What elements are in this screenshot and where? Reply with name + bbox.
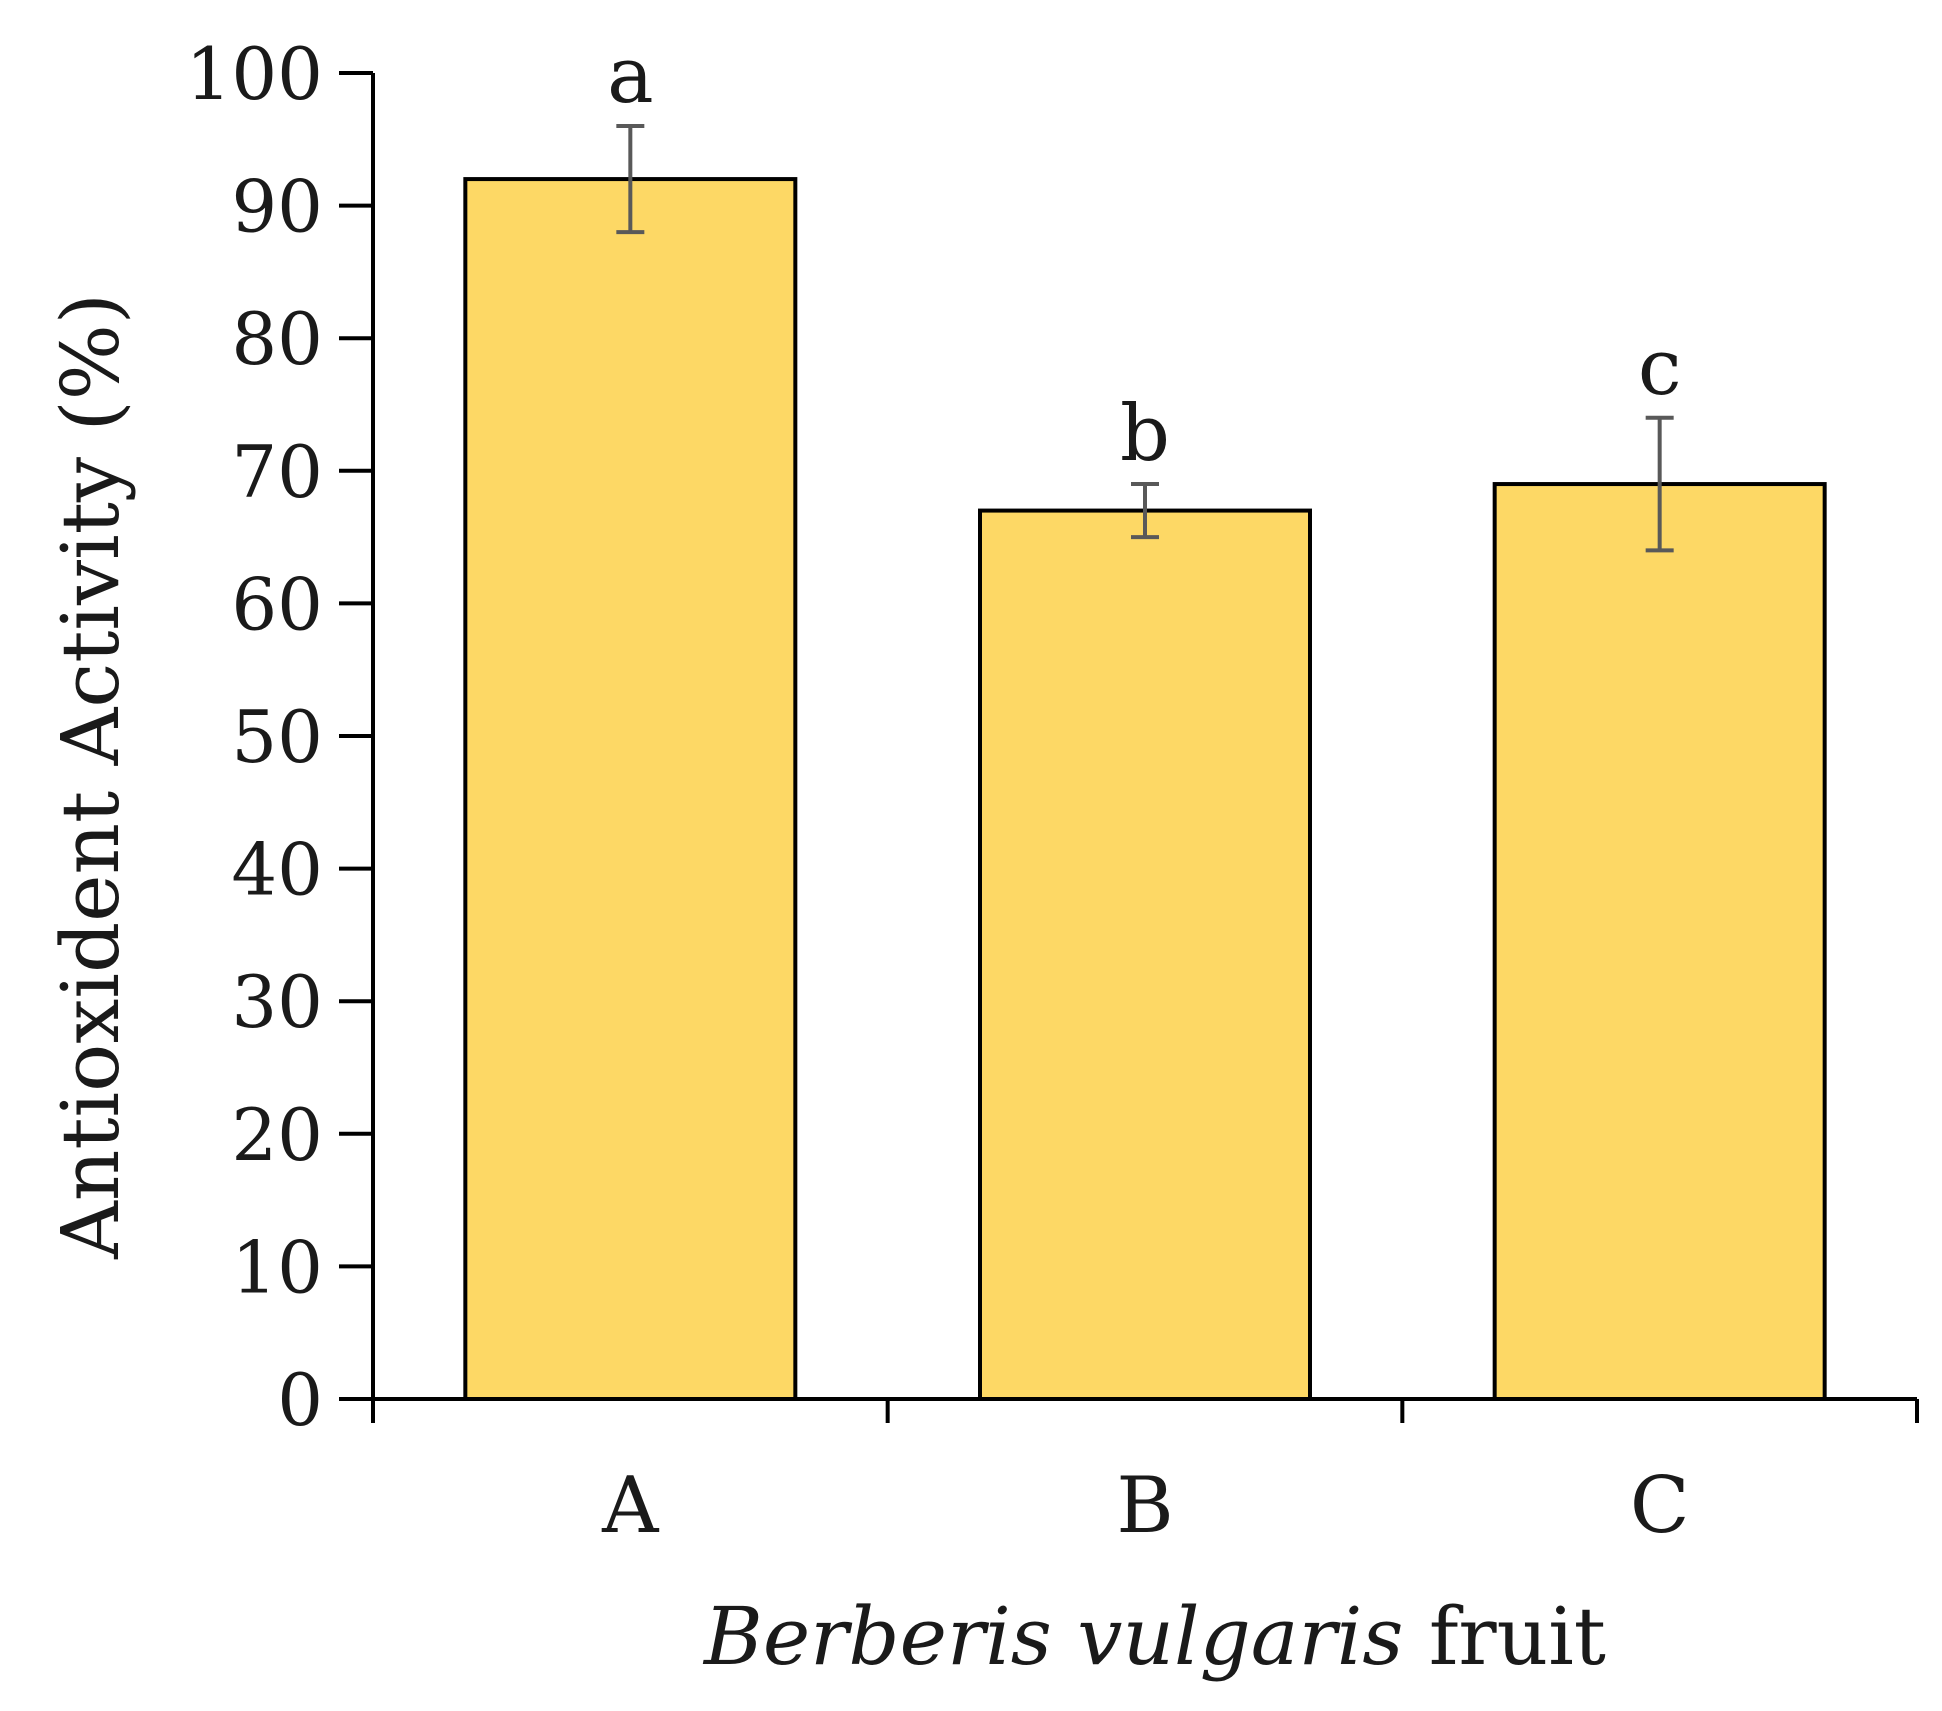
- y-tick-label: 10: [231, 1225, 323, 1309]
- bars: [463, 177, 1827, 1402]
- error-bars: [616, 124, 1674, 553]
- x-category-label-B: B: [1116, 1461, 1173, 1551]
- bar-B: [978, 508, 1312, 1401]
- x-axis-title: Berberis vulgaris fruit: [702, 1590, 1606, 1683]
- y-tick-label: 0: [277, 1358, 323, 1442]
- y-axis-title: Antioxident Activity (%): [44, 293, 137, 1260]
- y-axis-ticks: 0 10 20 30 40 50 60 70 80 90 100: [186, 32, 373, 1442]
- y-tick-label: 30: [231, 960, 323, 1044]
- y-tick-label: 20: [231, 1093, 323, 1177]
- x-axis-ticks: A B C: [371, 1399, 1919, 1551]
- y-tick-label: 40: [231, 828, 323, 912]
- y-tick-label: 70: [231, 430, 323, 514]
- x-category-label-C: C: [1630, 1461, 1690, 1551]
- x-axis-title-italic: Berberis vulgaris: [702, 1590, 1403, 1683]
- significance-letter-C: c: [1638, 323, 1682, 413]
- y-tick-label: 80: [231, 297, 323, 381]
- y-tick-label: 100: [186, 32, 323, 116]
- x-axis-title-rest: fruit: [1403, 1590, 1606, 1683]
- y-tick-label: 90: [231, 165, 323, 249]
- y-tick-label: 50: [231, 695, 323, 779]
- significance-letter-A: a: [607, 31, 654, 121]
- x-category-label-A: A: [601, 1461, 660, 1551]
- bar-A: [463, 177, 798, 1402]
- y-tick-label: 60: [231, 562, 323, 646]
- significance-letter-B: b: [1120, 389, 1170, 479]
- bar-C: [1492, 482, 1827, 1401]
- significance-letters: a b c: [607, 31, 1681, 479]
